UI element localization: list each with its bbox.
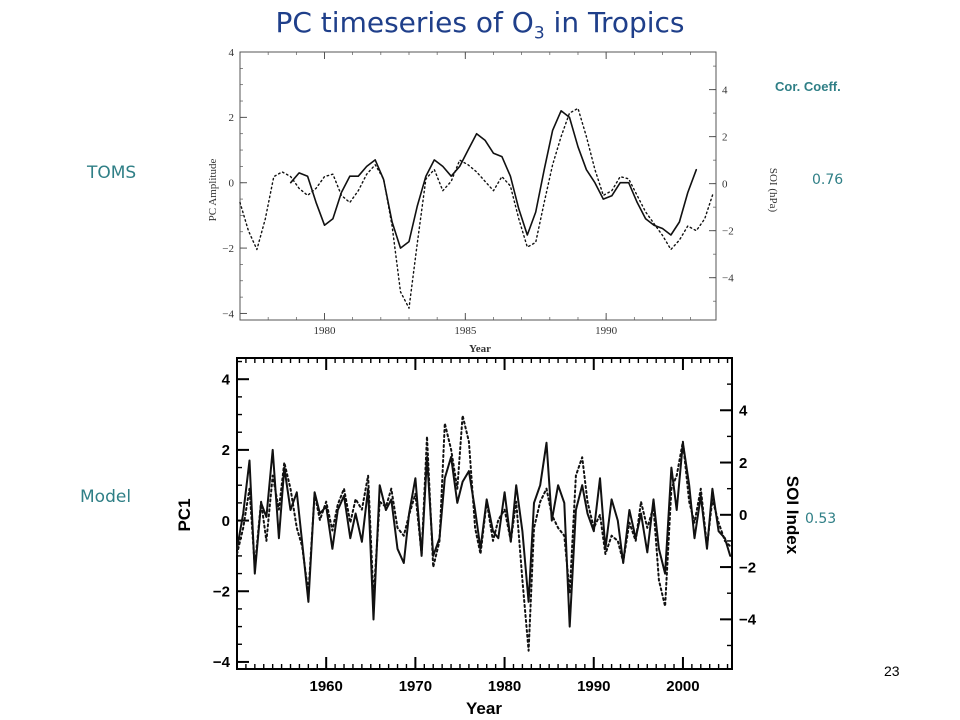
title-prefix: PC timeseries of O (275, 6, 534, 39)
toms-y-tick-label: 0 (229, 178, 235, 190)
model-soi-series-line (236, 414, 732, 652)
title-subscript: 3 (533, 23, 545, 44)
model-x-tick-label: 1980 (488, 678, 521, 695)
page-number: 23 (884, 663, 900, 679)
toms-y2-tick-label: −4 (722, 273, 734, 285)
toms-corr-value: 0.76 (812, 172, 844, 188)
toms-y2-tick-label: −2 (722, 226, 734, 238)
toms-x-tick-label: 1980 (313, 325, 336, 337)
toms-y-tick-label: 4 (229, 47, 235, 59)
toms-soi-series-line (239, 107, 714, 309)
title-suffix: in Tropics (544, 6, 685, 39)
toms-x-tick-label: 1985 (454, 325, 477, 337)
toms-y-tick-label: 2 (229, 112, 235, 124)
toms-y-axis-label: PC Amplitude (207, 159, 219, 222)
toms-plot-frame (239, 51, 717, 321)
model-x-tick-label: 1970 (399, 678, 432, 695)
model-y-tick-label: −4 (213, 654, 231, 671)
model-y2-axis-label: SOI Index (783, 476, 802, 555)
model-x-axis-label: Year (466, 699, 502, 718)
model-pc-series-line (236, 441, 732, 628)
model-y2-tick-label: 0 (739, 507, 747, 524)
toms-y-tick-label: −4 (222, 308, 234, 320)
model-x-tick-label: 1960 (310, 678, 343, 695)
model-y2-tick-label: −4 (739, 612, 757, 629)
toms-y2-tick-label: 2 (722, 131, 728, 143)
toms-y2-tick-label: 4 (722, 84, 728, 96)
model-y-axis-label: PC1 (175, 498, 194, 531)
model-label: Model (80, 487, 132, 507)
toms-y2-axis-label: SOI (hPa) (767, 168, 779, 213)
model-x-tick-label: 2000 (666, 678, 699, 695)
model-y2-tick-label: 4 (739, 403, 748, 420)
toms-x-axis-label: Year (469, 343, 491, 355)
model-y-tick-label: −2 (213, 584, 230, 601)
model-corr-value: 0.53 (805, 511, 837, 527)
slide-title: PC timeseries of O3 in Tropics (0, 6, 960, 44)
toms-label: TOMS (87, 163, 137, 183)
model-y-tick-label: 4 (222, 371, 231, 388)
toms-y2-tick-label: 0 (722, 178, 728, 190)
cor-coeff-header: Cor. Coeff. (775, 79, 841, 94)
model-y-tick-label: 2 (222, 442, 230, 459)
model-y-tick-label: 0 (222, 513, 230, 530)
toms-y-tick-label: −2 (222, 243, 234, 255)
model-plot-frame (236, 357, 733, 670)
model-y2-tick-label: 2 (739, 455, 747, 472)
toms-x-tick-label: 1990 (595, 325, 618, 337)
toms-pc-series-line (289, 110, 698, 249)
model-x-tick-label: 1990 (577, 678, 610, 695)
model-y2-tick-label: −2 (739, 559, 756, 576)
